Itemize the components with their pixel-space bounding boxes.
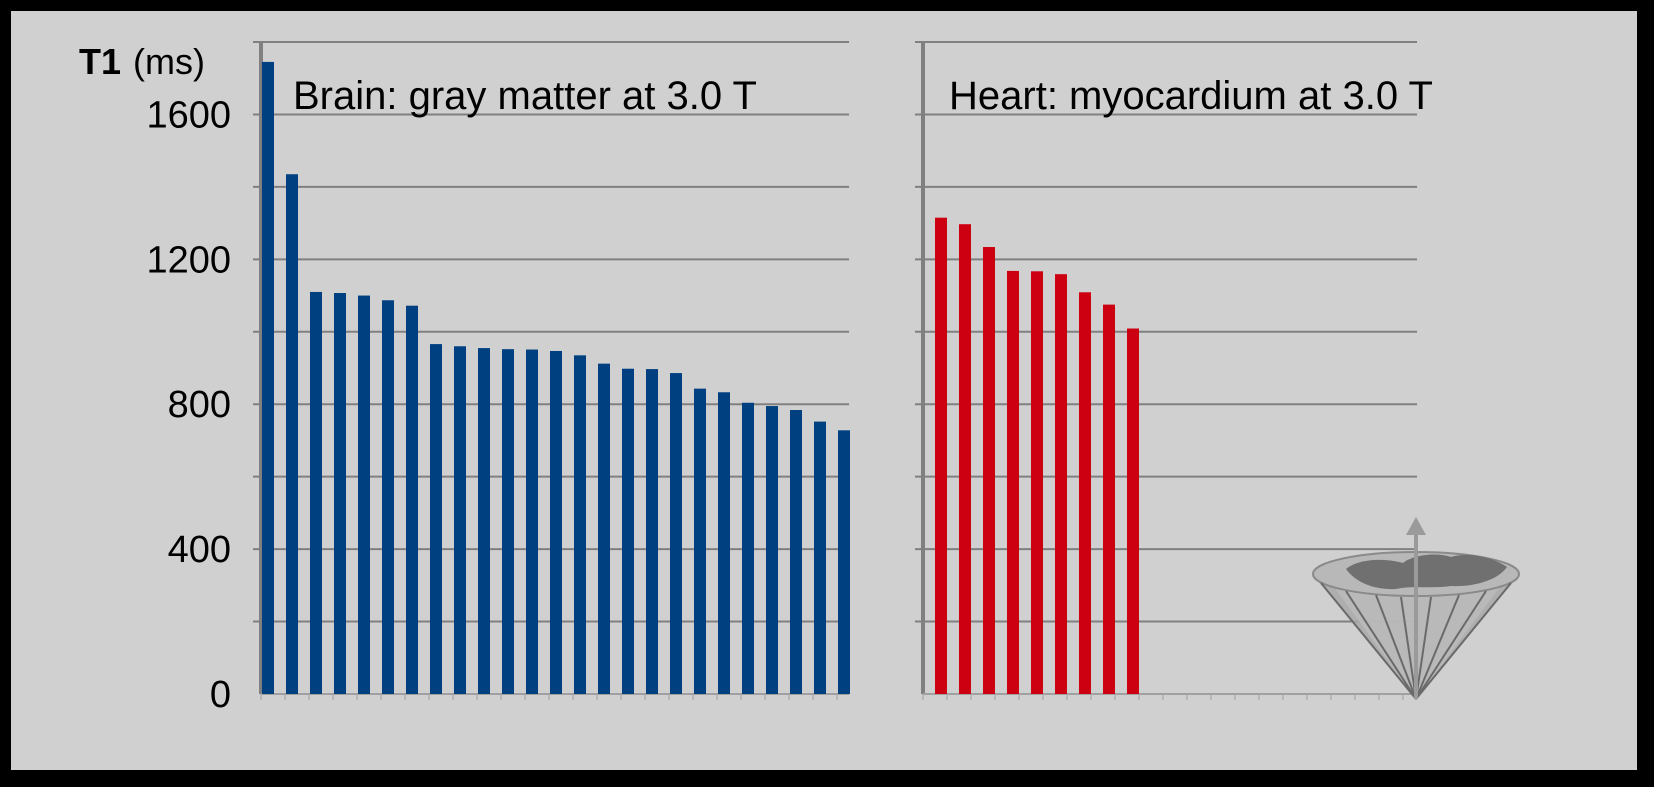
heart-bar <box>1127 328 1139 694</box>
brain-bar <box>838 430 850 694</box>
brain-chart-title: Brain: gray matter at 3.0 T <box>293 74 757 118</box>
heart-bar <box>1103 304 1115 694</box>
chart-svg: T1 (ms) 0 400 800 1200 1600 Brain: gray matte… <box>79 41 1520 716</box>
brain-bar <box>670 373 682 694</box>
brain-bar <box>526 349 538 694</box>
brain-bar <box>550 350 562 694</box>
chart-frame: T1 (ms) 0 400 800 1200 1600 Brain: gray matte… <box>5 5 1643 776</box>
heart-bar <box>983 247 995 695</box>
gridlines <box>253 41 1417 623</box>
heart-chart-title: Heart: myocardium at 3.0 T <box>949 74 1433 118</box>
brain-bar <box>790 410 802 694</box>
y-tick-label: 1600 <box>146 94 231 136</box>
y-tick-labels: 0 400 800 1200 1600 <box>146 94 231 716</box>
y-axis-label-unit: (ms) <box>133 41 205 82</box>
y-axis-label: T1 (ms) <box>79 41 205 82</box>
y-tick-label: 1200 <box>146 239 231 281</box>
brain-bar <box>766 406 778 694</box>
brain-bar <box>502 349 514 694</box>
heart-bar <box>935 217 947 694</box>
brain-bar <box>478 348 490 694</box>
heart-bar <box>1031 271 1043 694</box>
brain-bar <box>406 305 418 694</box>
brain-bar <box>718 392 730 694</box>
brain-bar <box>622 368 634 694</box>
brain-bar <box>334 293 346 694</box>
spin-cone-globe-icon <box>1312 517 1520 700</box>
brain-bar <box>646 369 658 694</box>
y-tick-label: 400 <box>168 529 231 571</box>
brain-bar <box>310 291 322 694</box>
brain-bar <box>286 174 298 694</box>
brain-bar <box>358 295 370 694</box>
heart-bar <box>959 224 971 694</box>
y-tick-label: 800 <box>168 384 231 426</box>
brain-bar <box>430 344 442 694</box>
brain-bar <box>574 355 586 694</box>
brain-bar <box>382 300 394 694</box>
brain-bar <box>694 388 706 694</box>
brain-bar <box>262 61 274 694</box>
brain-bar <box>454 346 466 694</box>
heart-bar <box>1079 292 1091 694</box>
heart-bar <box>1055 274 1067 694</box>
brain-bar <box>598 363 610 694</box>
y-tick-label: 0 <box>210 674 231 716</box>
y-axis-label-bold: T1 <box>79 41 121 82</box>
bars <box>262 61 1139 695</box>
heart-bar <box>1007 270 1019 694</box>
brain-bar <box>814 421 826 694</box>
brain-bar <box>742 402 754 694</box>
